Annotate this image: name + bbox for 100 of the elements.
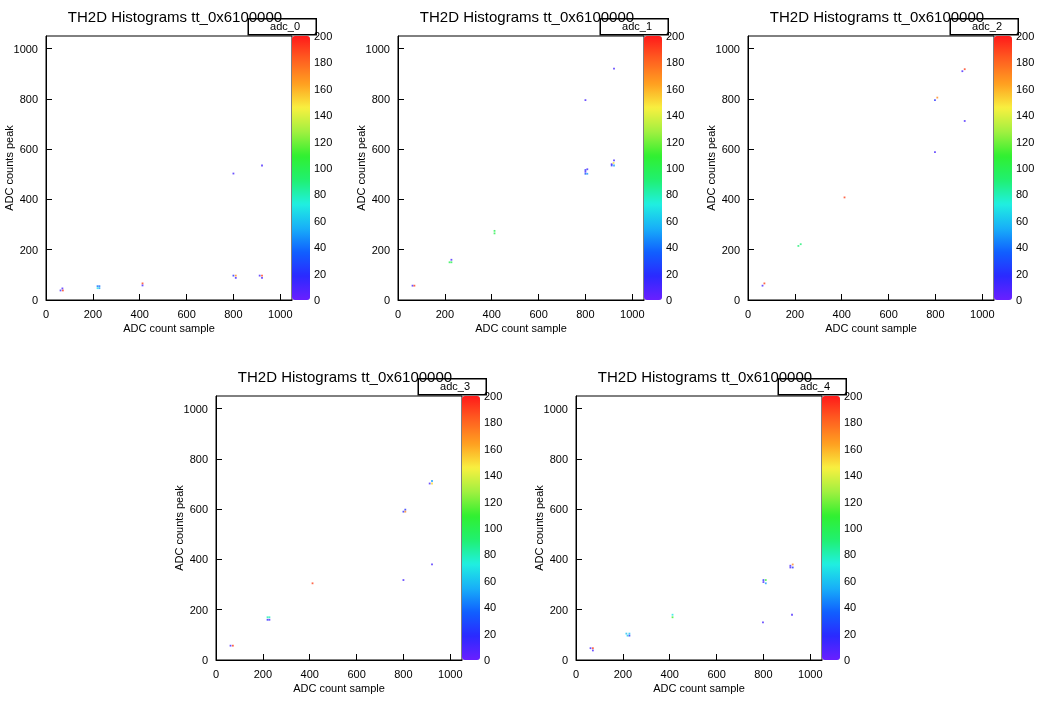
color-bar-label: 140 [844,469,863,482]
color-bar-label: 60 [844,574,857,587]
y-tick-label: 1000 [183,402,208,415]
y-tick-label: 0 [561,654,568,666]
x-tick-label: 1000 [798,667,823,680]
color-bar-label: 0 [1016,294,1023,306]
y-tick-label: 800 [371,92,390,105]
x-tick-label: 800 [394,667,413,680]
y-tick-label: 600 [189,503,208,516]
x-tick-label: 200 [613,667,633,680]
x-tick-label: 600 [177,307,196,320]
color-bar-label: 160 [666,82,685,95]
color-bar-label: 180 [844,416,863,429]
y-tick-label: 0 [383,294,390,306]
x-tick-label: 400 [660,667,679,680]
color-bar-label: 120 [314,135,333,148]
color-bar-label: 60 [1016,214,1029,227]
y-axis-title: ADC counts peak [2,124,15,211]
x-axis-title: ADC count sample [825,321,917,334]
x-tick-label: 400 [300,667,319,680]
color-bar-label: 80 [666,188,679,201]
x-tick-label: 600 [879,307,898,320]
x-tick-label: 800 [926,307,945,320]
y-tick-label: 0 [733,294,740,306]
x-tick-label: 200 [253,667,273,680]
color-bar-label: 100 [666,162,685,174]
y-tick-label: 0 [201,654,208,666]
color-bar-label: 20 [844,627,857,640]
color-bar-label: 60 [484,574,497,587]
x-tick-label: 400 [482,307,501,320]
color-bar-label: 200 [484,390,503,402]
color-bar-label: 180 [314,56,333,69]
x-tick-label: 1000 [438,667,463,680]
color-bar-label: 0 [666,294,673,306]
color-bar-label: 120 [666,135,685,148]
color-bar-label: 40 [314,241,327,254]
color-bar-label: 160 [484,442,503,455]
y-tick-label: 600 [721,143,740,156]
y-tick-label: 400 [721,193,740,206]
y-tick-label: 800 [19,92,38,105]
color-bar-label: 180 [1016,56,1035,69]
y-tick-label: 200 [549,603,568,616]
y-tick-label: 600 [371,143,390,156]
color-bar-label: 0 [844,654,851,666]
y-tick-label: 800 [549,452,568,465]
color-bar-label: 40 [1016,241,1029,254]
y-axis-title: ADC counts peak [532,484,545,571]
y-tick-label: 400 [549,553,568,566]
y-axis-title: ADC counts peak [354,124,367,211]
y-tick-label: 200 [189,603,208,616]
color-bar-label: 20 [1016,267,1029,280]
color-bar-label: 180 [666,56,685,69]
color-bar-label: 40 [484,601,497,614]
color-bar-label: 60 [314,214,327,227]
x-tick-label: 400 [832,307,851,320]
color-bar-label: 20 [484,627,497,640]
y-tick-label: 600 [19,143,38,156]
color-bar-label: 0 [484,654,491,666]
color-bar-label: 80 [844,548,857,561]
color-bar-label: 60 [666,214,679,227]
color-bar-label: 180 [484,416,503,429]
color-bar-label: 40 [844,601,857,614]
color-bar-label: 160 [314,82,333,95]
y-axis-title: ADC counts peak [704,124,717,211]
y-tick-label: 800 [189,452,208,465]
x-tick-label: 0 [744,307,752,320]
color-bar-label: 40 [666,241,679,254]
y-tick-label: 1000 [365,42,390,55]
x-tick-label: 400 [130,307,149,320]
y-tick-label: 1000 [13,42,38,55]
color-bar-label: 100 [1016,162,1035,174]
color-bar-label: 80 [314,188,327,201]
x-tick-label: 600 [529,307,548,320]
x-tick-label: 200 [785,307,805,320]
color-bar-label: 140 [1016,109,1035,122]
x-tick-label: 600 [347,667,366,680]
x-axis-title: ADC count sample [653,681,745,694]
color-bar-label: 200 [1016,30,1035,42]
color-bar-label: 160 [844,442,863,455]
x-tick-label: 800 [224,307,243,320]
color-bar-label: 120 [844,495,863,508]
y-tick-label: 200 [19,243,38,256]
x-tick-label: 200 [435,307,455,320]
color-bar-label: 200 [666,30,685,42]
y-tick-label: 1000 [543,402,568,415]
x-tick-label: 800 [576,307,595,320]
x-tick-label: 800 [754,667,773,680]
color-bar-label: 160 [1016,82,1035,95]
color-bar-label: 20 [314,267,327,280]
color-bar-label: 120 [1016,135,1035,148]
y-tick-label: 600 [549,503,568,516]
color-bar-label: 80 [484,548,497,561]
y-tick-label: 200 [371,243,390,256]
x-tick-label: 200 [83,307,103,320]
x-axis-title: ADC count sample [123,321,215,334]
color-bar-label: 140 [666,109,685,122]
color-bar-label: 200 [844,390,863,402]
x-tick-label: 1000 [268,307,293,320]
color-bar-label: 80 [1016,188,1029,201]
y-tick-label: 400 [19,193,38,206]
